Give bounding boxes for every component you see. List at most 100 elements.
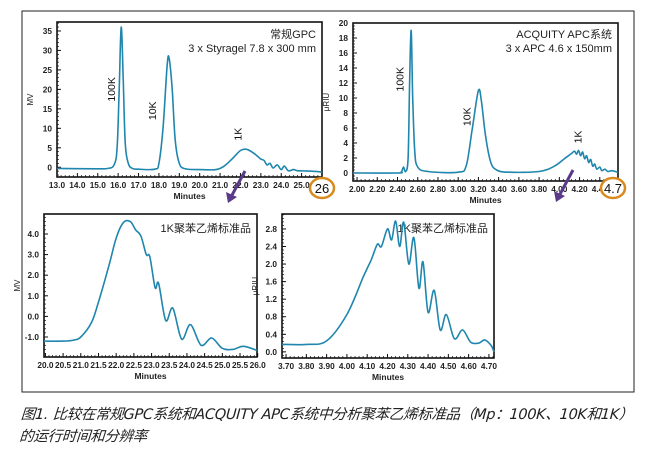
y-tick-label: 25 [43, 65, 53, 75]
x-tick-label: 3.80 [531, 184, 548, 194]
x-tick-label: 3.60 [511, 184, 528, 194]
figure-frame [21, 10, 635, 393]
x-tick-label: 4.60 [461, 361, 478, 371]
y-tick-label: 3.0 [27, 250, 39, 260]
y-tick-label: 20 [43, 84, 53, 94]
x-tick-label: 4.20 [379, 361, 396, 371]
x-tick-label: 4.50 [440, 361, 457, 371]
x-tick-label: 25.5 [232, 360, 249, 370]
x-tick-label: 13.0 [49, 180, 66, 190]
x-tick-label: 4.00 [339, 361, 356, 371]
x-tick-label: 21.0 [212, 180, 229, 190]
x-tick-label: 21.0 [73, 360, 90, 370]
y-axis-label: μRIU [322, 93, 331, 112]
plot-area [352, 22, 619, 182]
series-line [43, 219, 258, 352]
x-tick-label: 2.40 [389, 184, 406, 194]
series-line [56, 26, 323, 173]
x-tick-label: 16.0 [110, 180, 127, 190]
x-tick-label: 23.5 [161, 360, 178, 370]
highlight-circle [599, 176, 627, 200]
y-tick-label: 0.8 [265, 312, 277, 322]
series-line [352, 29, 619, 174]
chart-4: 3.70 3.80 3.90 4.00 4.10 4.20 4.30 4.40 4.50 4.60… [251, 213, 497, 382]
chart-1: 13.0 14.0 15.0 16.0 17.0 18.0 19.0 20.0 21.0 22.0… [26, 21, 323, 201]
y-tick-label: 4.0 [27, 229, 39, 239]
x-tick-label: 4.10 [359, 361, 376, 371]
peak-label: 100K [106, 77, 118, 102]
chart-title-line: 1K聚苯乙烯标准品 [398, 221, 488, 235]
y-tick-label: 12 [339, 78, 349, 88]
x-tick-label: 21.5 [90, 360, 107, 370]
x-tick-label: 22.5 [126, 360, 143, 370]
x-tick-label: 3.80 [298, 361, 315, 371]
y-tick-label: 1.0 [27, 291, 39, 301]
y-tick-label: 2.4 [265, 241, 277, 251]
x-tick-label: 20.0 [37, 360, 54, 370]
chart-2: 2.00 2.20 2.40 2.60 2.80 3.00 3.20 3.40 3.60 3.80… [322, 18, 619, 205]
peak-label: 10K [461, 107, 473, 126]
zoom-arrow-shaft [229, 170, 247, 198]
y-tick-label: 15 [43, 104, 53, 114]
x-tick-label: 22.0 [232, 180, 249, 190]
y-tick-label: 6 [343, 123, 348, 133]
x-tick-label: 3.40 [491, 184, 508, 194]
x-tick-label: 25.0 [214, 360, 231, 370]
highlight-value: 4.7 [604, 181, 622, 196]
peak-label: 1K [232, 128, 244, 141]
x-tick-label: 25.0 [294, 180, 311, 190]
y-tick-label: 8 [343, 108, 348, 118]
x-tick-label: 24.5 [197, 360, 214, 370]
peak-label: 10K [147, 101, 159, 120]
chart-title-line: 1K聚苯乙烯标准品 [161, 221, 251, 235]
y-tick-label: 0.4 [265, 329, 277, 339]
peak-label: 100K [395, 67, 407, 92]
y-axis-label: MV [13, 279, 22, 292]
y-tick-label: 2.8 [265, 224, 277, 234]
highlight-value: 26 [315, 181, 329, 196]
zoom-arrow-shaft [557, 169, 575, 197]
y-tick-label: 0.0 [265, 347, 277, 357]
y-axis-label: μRIU [251, 277, 260, 296]
x-tick-label: 19.0 [171, 180, 188, 190]
y-tick-label: 2.0 [27, 270, 39, 280]
y-tick-label: 14 [339, 63, 349, 73]
x-tick-label: 2.00 [349, 184, 366, 194]
highlight-circle [308, 176, 336, 200]
x-tick-label: 15.0 [90, 180, 107, 190]
zoom-arrow-icon [226, 192, 237, 203]
x-tick-label: 20.0 [192, 180, 209, 190]
y-tick-label: 16 [339, 48, 349, 58]
y-tick-label: -1.0 [25, 332, 40, 342]
x-tick-label: 24.0 [273, 180, 290, 190]
x-tick-label: 2.60 [410, 184, 427, 194]
x-tick-label: 17.0 [130, 180, 147, 190]
y-tick-label: 1.2 [265, 294, 277, 304]
y-tick-label: 4 [343, 138, 348, 148]
x-tick-label: 2.80 [430, 184, 447, 194]
y-tick-label: 0 [343, 168, 348, 178]
y-tick-label: 0.0 [27, 311, 39, 321]
x-axis-label: Minutes [173, 191, 205, 201]
x-tick-label: 18.0 [151, 180, 168, 190]
y-tick-label: 0 [47, 162, 52, 172]
x-tick-label: 23.0 [143, 360, 160, 370]
x-tick-label: 26.0 [250, 360, 267, 370]
chart-title-line: ACQUITY APC系统 [516, 28, 612, 41]
zoom-arrow-icon [554, 191, 565, 202]
chart-title-line: 3 x Styragel 7.8 x 300 mm [188, 43, 316, 55]
peak-label: 1K [573, 131, 585, 144]
chart-title-line: 常规GPC [270, 27, 316, 41]
y-tick-label: 10 [43, 123, 53, 133]
plot-area [43, 213, 258, 358]
x-tick-label: 3.20 [470, 184, 487, 194]
y-tick-label: 5 [47, 143, 52, 153]
x-tick-label: 22.0 [108, 360, 125, 370]
x-axis-label: Minutes [134, 371, 166, 381]
x-axis-label: Minutes [469, 195, 501, 205]
y-tick-label: 35 [43, 26, 53, 36]
y-tick-label: 2 [343, 153, 348, 163]
x-tick-label: 14.0 [69, 180, 86, 190]
x-tick-label: 24.0 [179, 360, 196, 370]
